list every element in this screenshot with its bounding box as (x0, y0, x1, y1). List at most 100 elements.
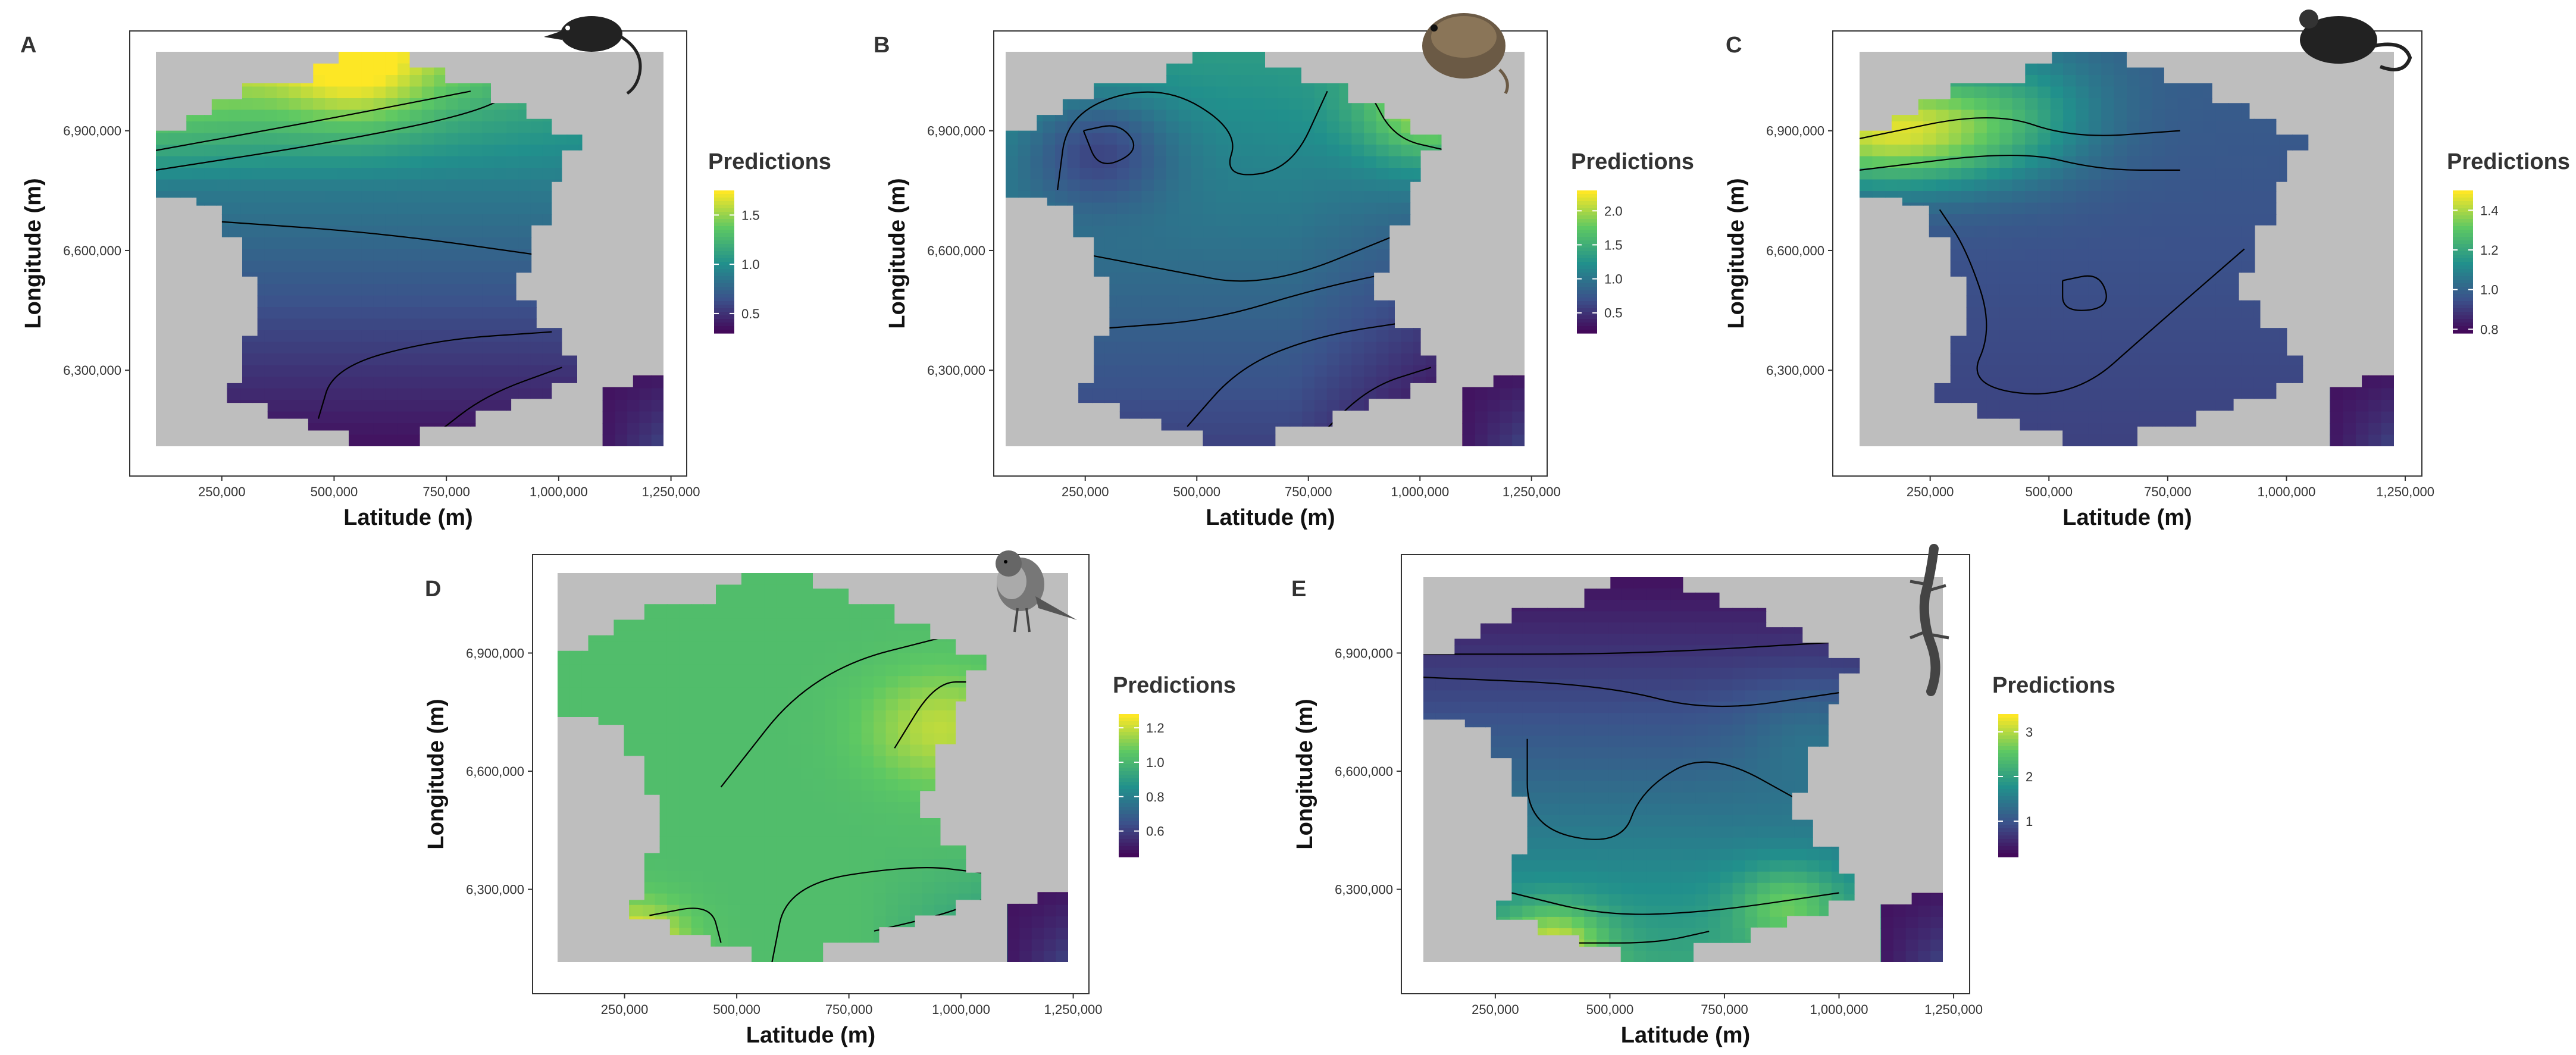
raster-cell (2165, 318, 2179, 331)
raster-cell (1339, 191, 1353, 204)
raster-cell (2127, 295, 2140, 308)
raster-cell (1351, 179, 1364, 192)
raster-cell (1277, 179, 1291, 192)
raster-cell (2343, 388, 2356, 400)
raster-cell (2088, 109, 2102, 122)
legend-swatch (2453, 312, 2473, 316)
raster-cell (289, 249, 302, 261)
raster-cell (289, 272, 302, 284)
raster-cell (1339, 295, 1353, 308)
raster-cell (446, 156, 459, 168)
raster-cell (458, 133, 471, 145)
raster-cell (470, 168, 483, 180)
raster-cell (2076, 330, 2089, 343)
raster-cell (494, 295, 507, 308)
raster-cell (2139, 365, 2153, 377)
raster-cell (643, 768, 656, 779)
raster-cell (1216, 342, 1229, 354)
raster-cell (1986, 261, 2000, 273)
raster-cell (1314, 179, 1328, 192)
raster-cell (349, 434, 362, 446)
raster-cell (470, 179, 483, 192)
raster-cell (2139, 191, 2153, 204)
raster-cell (349, 330, 362, 343)
raster-cell (1104, 98, 1118, 111)
raster-cell (1351, 342, 1364, 354)
raster-cell (313, 388, 326, 400)
raster-cell (2203, 400, 2217, 412)
raster-cell (1178, 191, 1192, 204)
raster-cell (494, 133, 507, 145)
raster-cell (361, 307, 374, 320)
raster-cell (1948, 133, 1962, 145)
raster-cell (2215, 388, 2229, 400)
raster-cell (651, 434, 663, 446)
raster-cell (1936, 179, 1949, 192)
raster-cell (1314, 365, 1328, 377)
raster-cell (618, 699, 631, 711)
raster-cell (2101, 330, 2115, 343)
raster-cell (1936, 98, 1949, 111)
raster-cell (2152, 388, 2165, 400)
raster-cell (1203, 86, 1216, 99)
raster-cell (703, 790, 716, 803)
raster-cell (1376, 249, 1389, 261)
raster-cell (277, 133, 290, 145)
raster-cell (1289, 342, 1303, 354)
contour-line (317, 331, 552, 419)
raster-cell (1253, 226, 1266, 238)
raster-cell (2076, 353, 2089, 366)
raster-cell (2203, 295, 2217, 308)
raster-cell (446, 377, 459, 389)
raster-cell (1351, 330, 1364, 343)
raster-cell (434, 214, 447, 227)
raster-cell (313, 295, 326, 308)
raster-cell (1129, 191, 1143, 204)
raster-cell (385, 318, 398, 331)
raster-cell (703, 847, 716, 860)
raster-cell (373, 342, 386, 354)
raster-cell (421, 272, 434, 284)
raster-cell (1948, 377, 1962, 389)
raster-cell (691, 710, 704, 722)
raster-cell (1228, 191, 1241, 204)
x-axis-title: Latitude (m) (1206, 505, 1335, 530)
raster-cell (1191, 86, 1204, 99)
raster-cell (1302, 272, 1315, 284)
raster-cell (1936, 214, 1949, 227)
raster-cell (1240, 377, 1254, 389)
raster-cell (446, 388, 459, 400)
raster-cell (2063, 109, 2077, 122)
raster-cell (1974, 109, 1987, 122)
raster-cell (1129, 295, 1143, 308)
raster-cell (618, 653, 631, 665)
raster-cell (1999, 353, 2013, 366)
raster-cell (1265, 75, 1278, 87)
raster-cell (566, 133, 580, 145)
raster-cell (1265, 121, 1278, 134)
raster-cell (1203, 75, 1216, 87)
raster-cell (2190, 214, 2204, 227)
raster-cell (1228, 400, 1241, 412)
raster-cell (2063, 400, 2077, 412)
raster-cell (2177, 98, 2191, 111)
raster-cell (703, 779, 716, 791)
raster-cell (1351, 156, 1364, 168)
raster-cell (289, 377, 302, 389)
legend-swatch (1577, 251, 1597, 255)
raster-cell (1986, 318, 2000, 331)
raster-cell (1425, 353, 1439, 366)
raster-cell (643, 893, 656, 906)
raster-cell (349, 214, 362, 227)
raster-cell (2127, 400, 2140, 412)
panel-c: 250,000 500,000 750,000 1,000,000 1,250,0006… (1724, 10, 2570, 530)
raster-cell (1314, 237, 1328, 250)
raster-cell (1401, 168, 1414, 180)
raster-cell (1872, 145, 1886, 157)
raster-cell (289, 145, 302, 157)
raster-cell (569, 687, 583, 700)
raster-cell (216, 121, 229, 134)
raster-cell (2063, 226, 2077, 238)
raster-cell (1376, 237, 1389, 250)
raster-cell (2139, 121, 2153, 134)
